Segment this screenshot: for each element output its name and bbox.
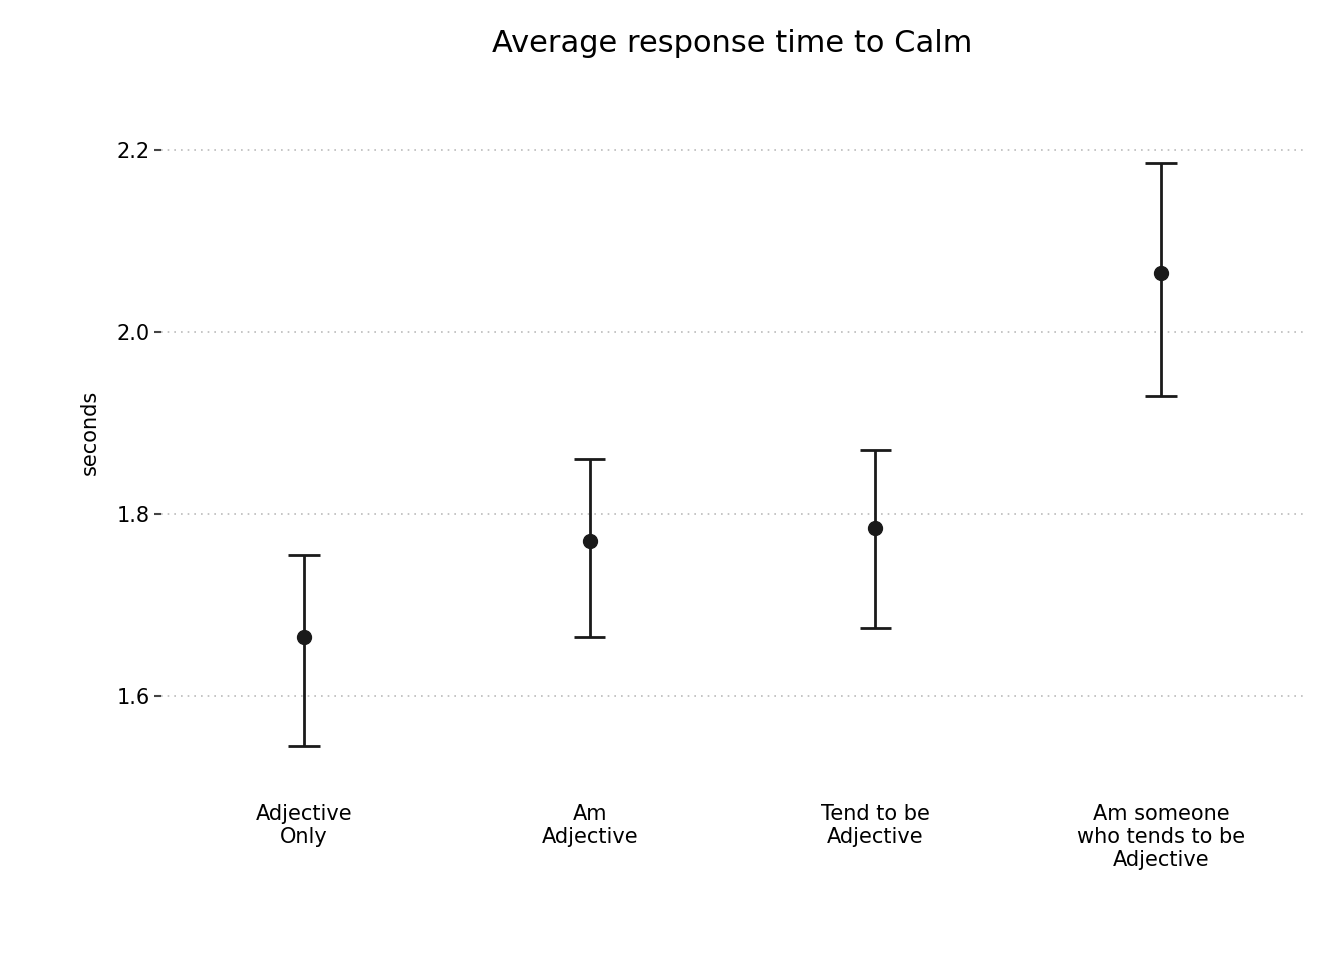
Title: Average response time to Calm: Average response time to Calm (492, 29, 973, 58)
Y-axis label: seconds: seconds (79, 390, 99, 474)
